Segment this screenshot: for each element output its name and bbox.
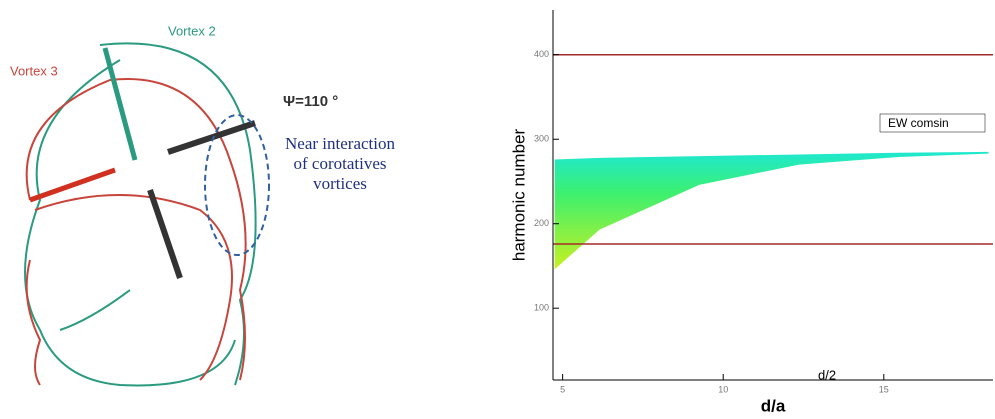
- vortex-diagram: [24, 42, 270, 387]
- vortex-2-label: Vortex 2: [168, 23, 216, 38]
- note: vortices: [313, 174, 367, 193]
- annotation: d/2: [818, 367, 836, 382]
- y-tick-label: 100: [534, 303, 549, 313]
- chart: 100 200 300 400 5 10 15 d/a harmonic number EW co…: [509, 10, 993, 415]
- psi-label: Ψ=110 °: [283, 93, 338, 110]
- x-tick-label: 15: [879, 384, 889, 394]
- y-tick-label: 200: [534, 218, 549, 228]
- x-axis-label: d/a: [761, 396, 786, 415]
- vortex-2-segment: [102, 47, 138, 161]
- y-axis-label: harmonic number: [509, 129, 528, 262]
- annotation: EW comsin: [888, 116, 949, 130]
- x-tick-label: 5: [560, 384, 565, 394]
- x-tick-label: 10: [718, 384, 728, 394]
- vortex-3-curve: [25, 78, 247, 386]
- note: Near interaction: [285, 134, 395, 153]
- y-tick-label: 300: [534, 134, 549, 144]
- blade: [167, 120, 256, 155]
- vortex-3-label: Vortex 3: [10, 63, 58, 78]
- y-tick-label: 400: [534, 49, 549, 59]
- vortex-2-curve: [24, 42, 257, 387]
- blade: [147, 189, 183, 279]
- vortex-3-segment: [29, 167, 116, 203]
- note: of corotatives: [294, 154, 387, 173]
- annotation-box: [879, 113, 986, 133]
- band-area: [554, 151, 989, 270]
- interaction-zone: [204, 114, 270, 256]
